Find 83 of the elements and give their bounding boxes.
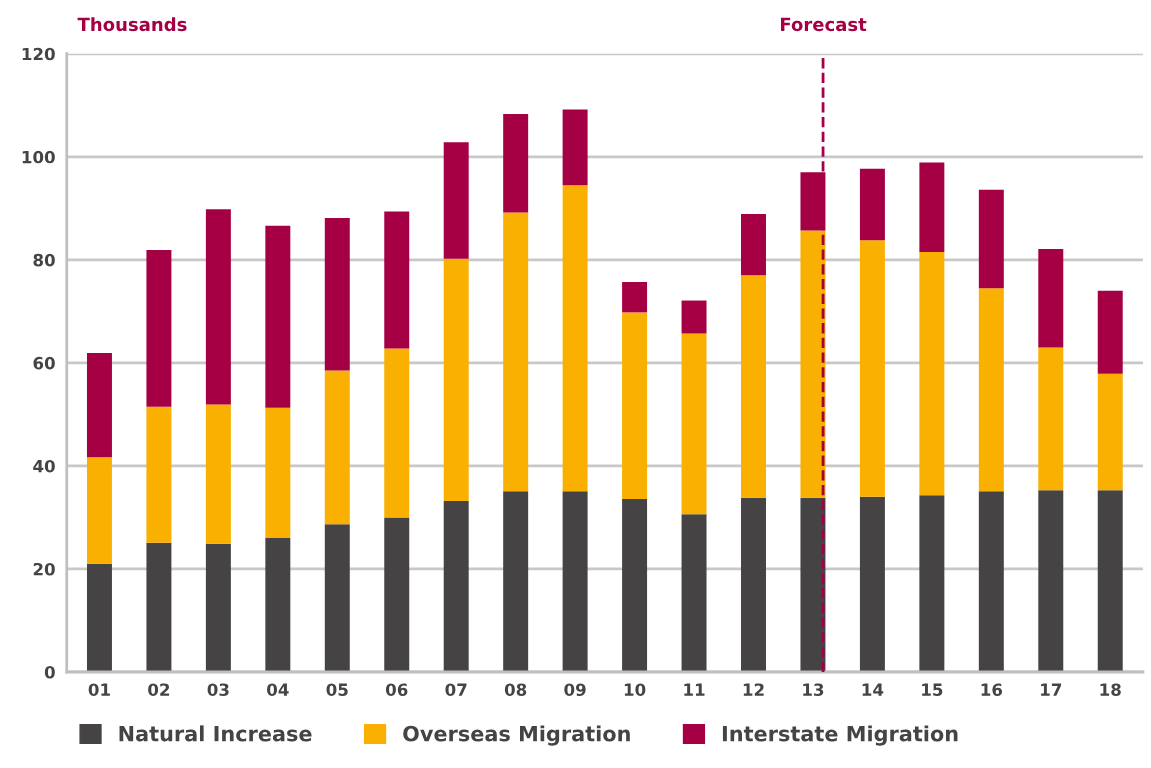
- bar: [978, 189, 1004, 289]
- bar: [86, 563, 112, 672]
- x-tick-label: 01: [88, 683, 110, 697]
- x-tick-label: 18: [1100, 683, 1121, 697]
- bar: [146, 542, 172, 672]
- bar: [443, 142, 469, 259]
- bar: [622, 498, 648, 672]
- x-tick-label: 16: [981, 683, 1003, 697]
- bar: [859, 496, 885, 672]
- x-tick-label: 09: [564, 683, 586, 697]
- bar: [205, 543, 231, 672]
- bar: [919, 495, 945, 672]
- ref-line-label: Forecast: [781, 17, 867, 32]
- bar: [1097, 490, 1123, 672]
- bar: [681, 514, 707, 672]
- bar: [443, 258, 469, 501]
- x-tick-label: 08: [504, 683, 527, 697]
- bar: [562, 109, 588, 186]
- legend-label: Natural Increase: [119, 725, 312, 742]
- bar: [919, 252, 945, 496]
- bar: [324, 524, 350, 672]
- bar: [741, 213, 766, 276]
- bar: [562, 185, 588, 492]
- bar: [265, 538, 291, 672]
- bar: [265, 225, 291, 408]
- bar: [384, 211, 410, 349]
- bar: [384, 348, 410, 518]
- y-tick-label: 20: [33, 562, 55, 576]
- bar: [384, 517, 410, 672]
- bar: [1038, 249, 1064, 348]
- bar: [503, 491, 529, 672]
- bar: [978, 491, 1004, 672]
- x-tick-label: 12: [743, 683, 764, 696]
- bar: [146, 406, 172, 543]
- x-tick-label: 17: [1041, 683, 1062, 696]
- x-tick-label: 07: [445, 683, 467, 697]
- bar: [800, 497, 826, 672]
- x-tick-label: 15: [922, 683, 943, 697]
- bar: [86, 353, 112, 458]
- x-tick-label: 11: [684, 683, 705, 696]
- bar: [681, 333, 707, 515]
- y-tick-label: 100: [22, 150, 55, 164]
- bar: [741, 497, 766, 672]
- y-tick-label: 80: [33, 253, 55, 267]
- legend-label: Overseas Migration: [403, 725, 630, 746]
- bar: [1038, 347, 1064, 491]
- x-tick-label: 06: [385, 683, 408, 697]
- bar: [503, 212, 529, 492]
- bar: [800, 230, 826, 498]
- bar: [919, 162, 945, 253]
- bar: [205, 209, 231, 405]
- bar: [443, 500, 469, 672]
- bar: [324, 218, 350, 371]
- bar: [265, 407, 291, 539]
- y-tick-label: 0: [44, 665, 55, 679]
- bar: [1097, 373, 1123, 491]
- bar: [978, 288, 1004, 492]
- x-tick-label: 14: [862, 683, 884, 696]
- bar: [324, 370, 350, 525]
- bar: [1038, 490, 1064, 672]
- bar: [562, 491, 588, 672]
- bar: [681, 300, 707, 334]
- bar: [859, 240, 885, 497]
- x-tick-label: 05: [326, 683, 348, 697]
- x-tick-label: 13: [803, 683, 824, 697]
- y-tick-label: 40: [33, 459, 55, 473]
- bar: [146, 250, 172, 407]
- bar: [205, 404, 231, 544]
- x-tick-label: 10: [624, 683, 646, 697]
- y-axis-title: Thousands: [77, 17, 187, 32]
- y-tick-label: 60: [33, 356, 55, 370]
- x-tick-label: 03: [207, 683, 229, 697]
- bar: [622, 312, 648, 499]
- bar: [503, 114, 529, 213]
- y-tick-label: 120: [22, 47, 55, 61]
- bar: [1097, 290, 1123, 374]
- bar: [622, 281, 648, 313]
- bar: [859, 168, 885, 241]
- x-tick-label: 02: [148, 683, 170, 697]
- legend-label: Interstate Migration: [722, 725, 958, 746]
- x-tick-label: 04: [267, 683, 289, 697]
- bar: [86, 457, 112, 564]
- bar: [741, 275, 766, 498]
